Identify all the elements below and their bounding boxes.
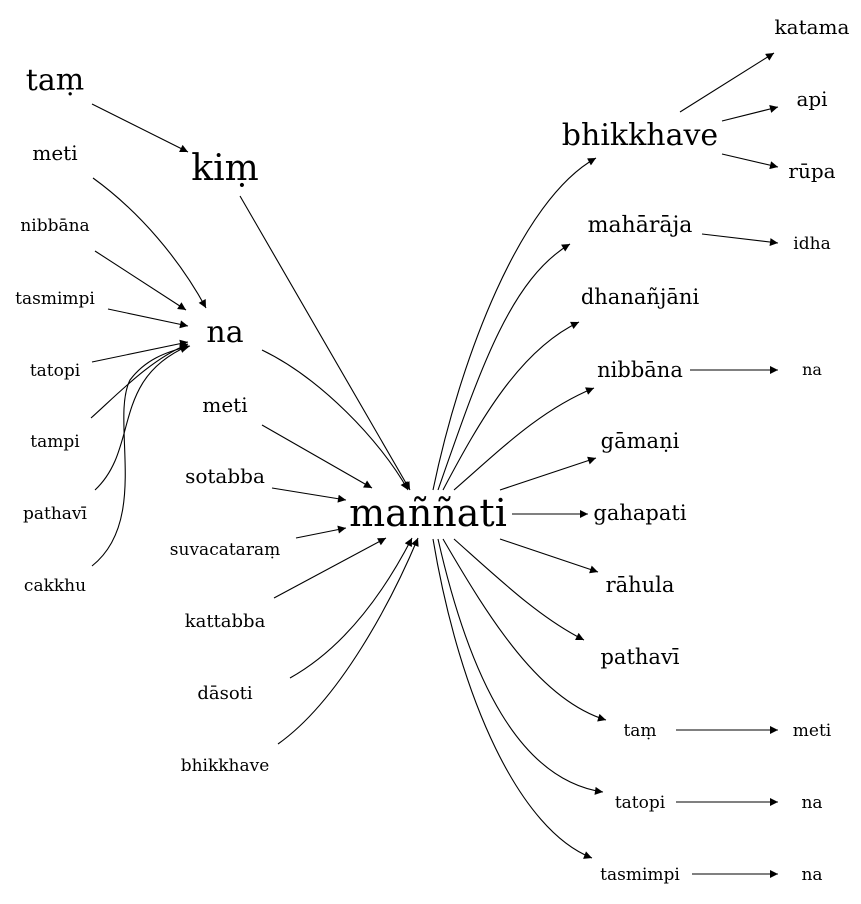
edge-mannati-tatopi [437,538,604,795]
nodes: taṃ kiṃ meti nibbāna tasmimpi na tatopi … [15,15,849,885]
node-rupa: rūpa [788,159,835,183]
edge-mannati-dhananjani [442,321,580,491]
node-suvacataram: suvacataraṃ [170,540,280,560]
edge-bhikkhave-api [721,105,779,122]
node-bhikkhave-left: bhikkhave [181,756,270,776]
edge-suvacataram-mannati [295,525,347,539]
node-idha: idha [793,234,830,254]
node-tasmimpi-right: tasmimpi [600,865,680,885]
edge-nibbana-na [94,250,187,311]
edge-bhikkhave-rupa [721,153,779,170]
edge-mannati-maharaja [437,243,571,491]
edge-tam-kim [91,103,189,153]
node-meti-left-2: meti [202,393,247,417]
node-tam-top: taṃ [26,63,84,98]
node-cakkhu-left: cakkhu [24,576,86,596]
node-katama: katama [775,15,850,39]
edge-mannati-nibbana [453,387,595,491]
edge-mannati-pathavi [453,538,585,641]
edge-na-mannati [261,349,409,491]
node-na-right-1: na [802,360,822,379]
node-tatopi-left: tatopi [30,361,81,381]
node-nibbana-left: nibbāna [20,216,89,236]
edge-maharaja-idha [701,233,779,247]
node-bhikkhave-right: bhikkhave [562,118,718,153]
edge-bhikkhave-katama [679,52,775,113]
edge-mannati-tam [442,538,607,722]
node-gamani: gāmaṇi [601,429,680,453]
node-na-right-2: na [801,793,822,813]
node-sotabba: sotabba [185,464,265,488]
edge-cakkhu-na [91,343,191,567]
node-na-center: na [206,315,243,350]
edge-mannati-rahula [499,538,599,574]
node-meti-left-1: meti [32,141,77,165]
node-tasmimpi-left: tasmimpi [15,289,95,309]
node-tampi-left: tampi [30,432,80,452]
edge-bhikkhave-mannati [277,537,419,745]
node-kim: kiṃ [191,148,258,189]
node-gahapati: gahapati [593,501,686,525]
node-nibbana-right: nibbāna [597,358,683,382]
edge-tasmimpi-na [107,308,189,329]
node-tatopi-right: tatopi [615,793,666,813]
edge-kattabba-mannati [273,537,387,599]
node-meti-right: meti [793,721,832,741]
node-tam-right: taṃ [623,721,656,741]
node-dhananjani: dhanañjāni [581,285,700,309]
edges [90,52,779,878]
edge-tampi-na [90,343,189,419]
edge-mannati-gamani [499,456,597,491]
node-pathavi-left: pathavī [23,504,88,524]
node-maharaja: mahārāja [588,213,693,238]
edge-mannati-bhikkhave [432,157,597,491]
node-rahula: rāhula [606,573,675,597]
node-mannati: maññati [349,491,507,535]
node-kattabba: kattabba [185,611,266,632]
edge-pathavi-na [94,345,189,491]
edge-sotabba-mannati [271,487,347,503]
edge-tatopi-na [91,339,189,363]
node-pathavi-right: pathavī [600,645,679,669]
edge-dasoti-mannati [289,537,413,679]
node-na-right-3: na [801,865,822,885]
edge-mannati-tasmimpi [432,538,593,859]
edge-meti2-mannati [261,424,373,489]
node-dasoti: dāsoti [197,683,253,704]
node-api: api [796,87,827,111]
edge-meti-na [92,177,207,309]
edge-kim-mannati [239,195,411,491]
